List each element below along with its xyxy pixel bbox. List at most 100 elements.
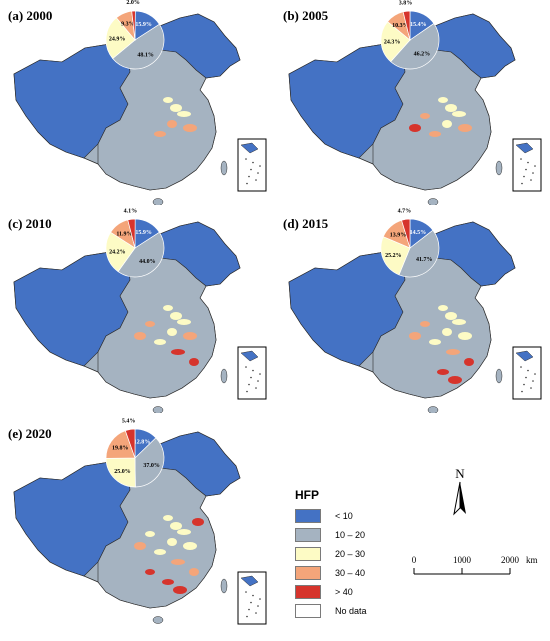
pie-chart: 15.9% 48.1% 24.9% 9.3% 2.0%: [105, 0, 165, 70]
map-patch: [145, 569, 155, 575]
taiwan-island: [220, 578, 228, 594]
map-patch: [442, 120, 452, 128]
map-patch: [409, 124, 421, 132]
map-patch: [183, 542, 197, 550]
map-patch: [183, 124, 197, 132]
legend-label: 30 – 40: [335, 567, 366, 578]
north-arrow-light-icon: [453, 481, 461, 516]
pie-label: 15.9%: [135, 230, 152, 236]
map-patch: [409, 332, 421, 340]
china-map: [288, 13, 516, 205]
pie-label: 4.1%: [124, 208, 138, 214]
pie-slice: [127, 218, 136, 249]
panel-label: (d) 2015: [283, 216, 329, 231]
scale-tick-1000: 1000: [453, 555, 472, 565]
map-region-central: [97, 463, 217, 609]
map-patch: [438, 305, 448, 311]
map-patch: [162, 579, 174, 585]
map-patch: [448, 376, 462, 384]
map-patch: [452, 111, 466, 117]
map-patch: [170, 104, 182, 112]
panel-label: (c) 2010: [8, 216, 52, 231]
legend-swatch: [295, 565, 321, 580]
map-patch: [167, 328, 177, 336]
legend-item: < 10: [295, 506, 415, 525]
map-patch: [163, 515, 173, 521]
legend-label: > 40: [335, 586, 353, 597]
map-patch: [154, 339, 166, 345]
map-patch: [145, 321, 155, 327]
legend-item: 20 – 30: [295, 544, 415, 563]
pie-slice: [112, 23, 165, 70]
legend-swatch: [295, 546, 321, 561]
pie-label: 11.9%: [116, 231, 132, 237]
map-patch: [177, 319, 191, 325]
map-panel-2000: 15.9% 48.1% 24.9% 9.3% 2.0% (a) 2000: [0, 0, 270, 205]
pie-slice: [117, 231, 165, 278]
map-patch: [134, 332, 146, 340]
pie-label: 41.7%: [416, 257, 433, 263]
map-panel-2015: 14.5% 41.7% 25.2% 13.9% 4.7% (d) 2015: [275, 208, 545, 413]
map-patch: [177, 111, 191, 117]
hainan-island: [427, 406, 439, 413]
map-patch: [438, 97, 448, 103]
map-patch: [154, 131, 166, 137]
map-patch: [134, 542, 146, 550]
legend-label: 20 – 30: [335, 548, 366, 559]
map-panel-2020: 12.8% 37.0% 25.0% 19.8% 5.4% (e) 2020: [0, 418, 270, 638]
pie-label: 14.5%: [410, 230, 427, 236]
pie-label: 24.2%: [109, 249, 126, 255]
map-patch: [177, 529, 191, 535]
legend-item: 30 – 40: [295, 563, 415, 582]
pie-chart: 14.5% 41.7% 25.2% 13.9% 4.7%: [380, 208, 440, 278]
taiwan-island: [495, 368, 503, 384]
china-map: [13, 431, 241, 624]
pie-slice: [390, 23, 440, 70]
pie-slice: [105, 231, 136, 273]
panel-label: (e) 2020: [8, 426, 52, 441]
china-map: [288, 221, 516, 413]
pie-slice: [105, 457, 136, 488]
pie-label: 46.2%: [414, 51, 431, 57]
pie-chart: 12.8% 37.0% 25.0% 19.8% 5.4%: [105, 419, 165, 488]
pie-chart: 15.9% 44.0% 24.2% 11.9% 4.1%: [105, 208, 165, 278]
pie-label: 9.3%: [121, 21, 135, 27]
map-patch: [170, 522, 182, 530]
map-patch: [145, 531, 155, 537]
pie-label: 13.9%: [390, 233, 407, 239]
map-region-central: [372, 253, 492, 399]
map-patch: [163, 305, 173, 311]
pie-label: 48.1%: [137, 53, 154, 59]
map-region-central: [372, 45, 492, 191]
map-patch: [445, 104, 457, 112]
map-panel-2005: 15.4% 46.2% 24.3% 10.3% 3.8% (b) 2005: [275, 0, 545, 205]
pie-chart: 15.4% 46.2% 24.3% 10.3% 3.8%: [380, 0, 440, 70]
hainan-island: [152, 406, 164, 413]
legend-label: No data: [335, 605, 367, 616]
hainan-island: [152, 616, 164, 624]
map-patch: [437, 369, 449, 375]
scale-tick-0: 0: [412, 555, 417, 565]
pie-label: 25.2%: [385, 253, 402, 259]
pie-slice: [124, 428, 136, 459]
pie-label: 15.4%: [410, 22, 427, 28]
map-patch: [458, 332, 472, 340]
pie-label: 4.7%: [398, 208, 412, 214]
pie-slice: [134, 437, 165, 488]
legend-item: No data: [295, 601, 415, 620]
map-patch: [183, 332, 197, 340]
map-patch: [170, 312, 182, 320]
map-patch: [420, 321, 430, 327]
legend-swatch: [295, 527, 321, 542]
china-map: [13, 13, 241, 205]
legend-item: 10 – 20: [295, 525, 415, 544]
pie-label: 24.3%: [384, 39, 401, 45]
map-patch: [192, 518, 204, 526]
pie-label: 12.8%: [134, 439, 151, 445]
map-patch: [446, 349, 460, 355]
scale-bar: 0 1000 2000 km: [410, 550, 540, 582]
china-map: [13, 221, 241, 413]
pie-slice: [402, 10, 411, 41]
legend-item: > 40: [295, 582, 415, 601]
taiwan-island: [220, 160, 228, 176]
